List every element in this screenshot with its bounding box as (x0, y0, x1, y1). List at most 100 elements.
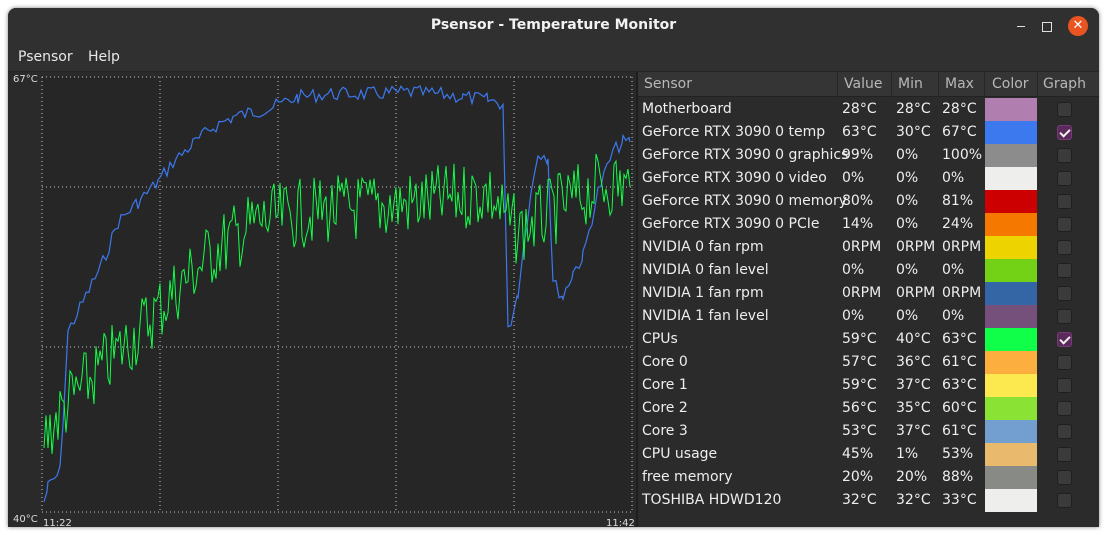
sensor-name: GeForce RTX 3090 0 video (642, 170, 827, 186)
color-swatch[interactable] (985, 190, 1037, 213)
graph-checkbox[interactable] (1057, 493, 1072, 508)
table-row[interactable]: CPU usage 45% 1% 53% (638, 443, 1099, 466)
sensor-max: 33°C (942, 492, 977, 508)
column-graph[interactable]: Graph (1043, 76, 1086, 92)
pane-divider[interactable] (636, 72, 638, 527)
x-start-label: 11:22 (43, 518, 72, 527)
sensor-min: 37°C (896, 377, 931, 393)
table-row[interactable]: free memory 20% 20% 88% (638, 466, 1099, 489)
sensor-min: 1% (896, 446, 919, 462)
sensor-value: 0% (842, 262, 865, 278)
table-row[interactable]: NVIDIA 1 fan level 0% 0% 0% (638, 305, 1099, 328)
color-swatch[interactable] (985, 305, 1037, 328)
sensor-max: 81% (942, 193, 974, 209)
sensor-max: 0% (942, 262, 965, 278)
menu-help[interactable]: Help (88, 49, 120, 65)
sensor-value: 45% (842, 446, 874, 462)
sensor-name: NVIDIA 1 fan level (642, 308, 769, 324)
color-swatch[interactable] (985, 259, 1037, 282)
graph-checkbox[interactable] (1057, 240, 1072, 255)
color-swatch[interactable] (985, 374, 1037, 397)
graph-checkbox[interactable] (1057, 332, 1072, 347)
color-swatch[interactable] (985, 98, 1037, 121)
table-row[interactable]: NVIDIA 0 fan level 0% 0% 0% (638, 259, 1099, 282)
title-bar[interactable]: Psensor - Temperature Monitor ✕ (8, 8, 1099, 44)
column-min[interactable]: Min (898, 76, 923, 92)
sensor-min: 36°C (896, 354, 931, 370)
table-row[interactable]: Motherboard 28°C 28°C 28°C (638, 98, 1099, 121)
sensor-min: 35°C (896, 400, 931, 416)
graph-checkbox[interactable] (1057, 217, 1072, 232)
sensor-min: 0% (896, 170, 919, 186)
sensor-min: 0% (896, 262, 919, 278)
graph-checkbox[interactable] (1057, 102, 1072, 117)
color-swatch[interactable] (985, 328, 1037, 351)
table-row[interactable]: GeForce RTX 3090 0 graphics 99% 0% 100% (638, 144, 1099, 167)
color-swatch[interactable] (985, 489, 1037, 512)
sensor-value: 59°C (842, 331, 877, 347)
table-row[interactable]: Core 3 53°C 37°C 61°C (638, 420, 1099, 443)
table-row[interactable]: Core 1 59°C 37°C 63°C (638, 374, 1099, 397)
table-row[interactable]: GeForce RTX 3090 0 video 0% 0% 0% (638, 167, 1099, 190)
graph-checkbox[interactable] (1057, 125, 1072, 140)
sensor-min: 37°C (896, 423, 931, 439)
sensor-value: 56°C (842, 400, 877, 416)
color-swatch[interactable] (985, 213, 1037, 236)
sensor-value: 63°C (842, 124, 877, 140)
graph-checkbox[interactable] (1057, 263, 1072, 278)
color-swatch[interactable] (985, 236, 1037, 259)
graph-checkbox[interactable] (1057, 378, 1072, 393)
sensor-value: 53°C (842, 423, 877, 439)
color-swatch[interactable] (985, 397, 1037, 420)
sensor-name: NVIDIA 0 fan level (642, 262, 769, 278)
sensor-name: CPUs (642, 331, 678, 347)
minimize-button[interactable] (1011, 16, 1031, 36)
column-max[interactable]: Max (945, 76, 974, 92)
graph-checkbox[interactable] (1057, 401, 1072, 416)
column-color[interactable]: Color (992, 76, 1029, 92)
sensor-name: GeForce RTX 3090 0 PCIe (642, 216, 820, 232)
gpu-temp-trace (43, 84, 631, 503)
table-row[interactable]: GeForce RTX 3090 0 memory 80% 0% 81% (638, 190, 1099, 213)
color-swatch[interactable] (985, 351, 1037, 374)
sensor-value: 57°C (842, 354, 877, 370)
color-swatch[interactable] (985, 420, 1037, 443)
graph-checkbox[interactable] (1057, 286, 1072, 301)
sensor-name: Motherboard (642, 101, 732, 117)
sensor-max: 0RPM (942, 285, 982, 301)
table-row[interactable]: Core 2 56°C 35°C 60°C (638, 397, 1099, 420)
graph-checkbox[interactable] (1057, 355, 1072, 370)
graph-checkbox[interactable] (1057, 424, 1072, 439)
graph-checkbox[interactable] (1057, 470, 1072, 485)
graph-checkbox[interactable] (1057, 447, 1072, 462)
sensor-min: 28°C (896, 101, 931, 117)
column-separator (891, 72, 892, 97)
table-row[interactable]: NVIDIA 0 fan rpm 0RPM 0RPM 0RPM (638, 236, 1099, 259)
close-button[interactable]: ✕ (1068, 16, 1088, 36)
color-swatch[interactable] (985, 167, 1037, 190)
maximize-button[interactable] (1037, 16, 1057, 36)
color-swatch[interactable] (985, 282, 1037, 305)
graph-checkbox[interactable] (1057, 309, 1072, 324)
table-row[interactable]: NVIDIA 1 fan rpm 0RPM 0RPM 0RPM (638, 282, 1099, 305)
color-swatch[interactable] (985, 121, 1037, 144)
color-swatch[interactable] (985, 466, 1037, 489)
table-row[interactable]: TOSHIBA HDWD120 32°C 32°C 33°C (638, 489, 1099, 512)
graph-checkbox[interactable] (1057, 148, 1072, 163)
table-row[interactable]: GeForce RTX 3090 0 temp 63°C 30°C 67°C (638, 121, 1099, 144)
graph-checkbox[interactable] (1057, 194, 1072, 209)
table-row[interactable]: CPUs 59°C 40°C 63°C (638, 328, 1099, 351)
column-sensor[interactable]: Sensor (644, 76, 692, 92)
menu-psensor[interactable]: Psensor (18, 49, 73, 65)
column-separator (837, 72, 838, 97)
sensor-name: Core 3 (642, 423, 688, 439)
sensor-min: 32°C (896, 492, 931, 508)
graph-checkbox[interactable] (1057, 171, 1072, 186)
color-swatch[interactable] (985, 144, 1037, 167)
sensor-value: 14% (842, 216, 874, 232)
column-value[interactable]: Value (844, 76, 883, 92)
table-row[interactable]: Core 0 57°C 36°C 61°C (638, 351, 1099, 374)
table-row[interactable]: GeForce RTX 3090 0 PCIe 14% 0% 24% (638, 213, 1099, 236)
sensor-max: 67°C (942, 124, 977, 140)
color-swatch[interactable] (985, 443, 1037, 466)
